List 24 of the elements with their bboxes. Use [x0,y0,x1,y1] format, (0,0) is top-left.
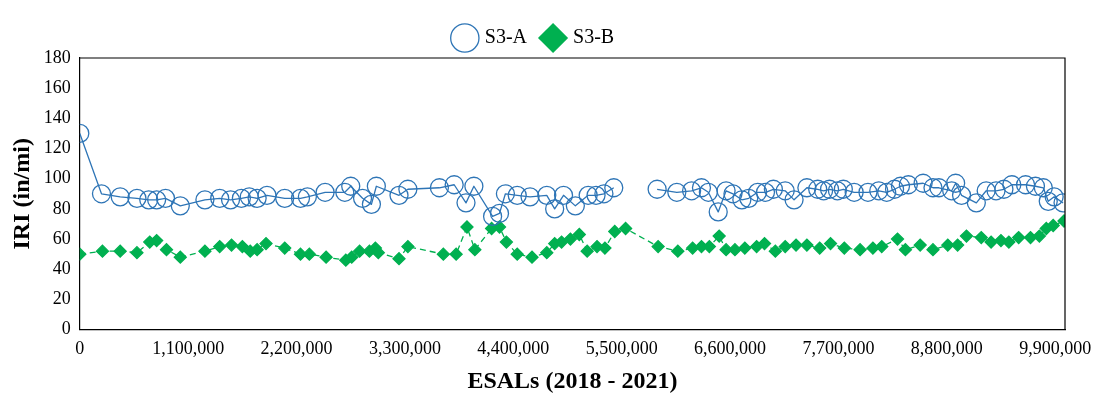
x-tick-label: 6,600,000 [694,338,767,359]
x-tick-label: 3,300,000 [368,338,441,359]
y-tick-label: 20 [52,288,71,309]
y-tick-label: 100 [43,167,71,188]
x-tick-label: 1,100,000 [152,338,225,359]
x-tick-label: 8,800,000 [910,338,983,359]
y-tick-label: 0 [61,318,71,339]
y-tick-label: 140 [43,107,71,128]
y-tick-label: 80 [52,197,71,218]
x-tick-label: 0 [75,338,85,359]
y-tick-label: 60 [52,227,71,248]
x-tick-label: 4,400,000 [477,338,550,359]
y-axis-title: IRI (in/mi) [7,138,34,250]
x-tick-label: 5,500,000 [585,338,658,359]
x-tick-label: 9,900,000 [1019,338,1092,359]
x-tick-label: 7,700,000 [802,338,875,359]
y-tick-label: 180 [43,46,71,67]
y-tick-label: 120 [43,137,71,158]
x-axis-title: ESALs (2018 - 2021) [467,366,678,393]
legend-label: S3-A [484,25,528,48]
y-tick-label: 40 [52,257,71,278]
legend-label: S3-B [573,25,615,48]
x-tick-label: 2,200,000 [260,338,333,359]
y-tick-label: 160 [43,76,71,97]
